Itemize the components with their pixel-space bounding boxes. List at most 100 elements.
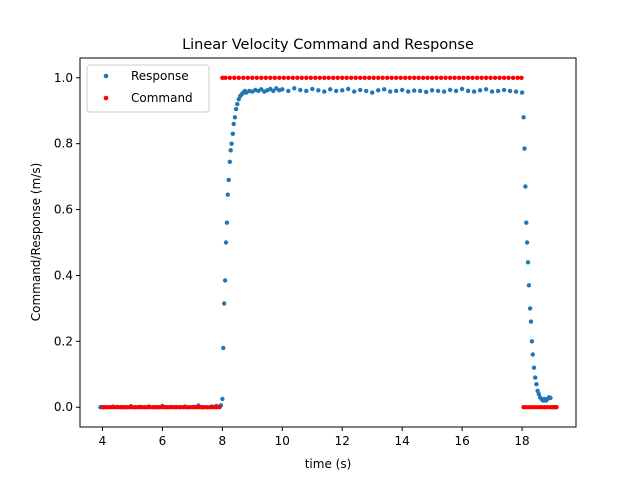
command-point	[281, 75, 286, 81]
command-point	[371, 75, 376, 81]
response-point	[233, 106, 239, 112]
response-point	[334, 88, 339, 94]
command-point	[286, 75, 291, 81]
command-point	[425, 75, 430, 81]
response-point	[459, 86, 465, 92]
response-point	[406, 89, 411, 94]
response-point	[424, 89, 429, 95]
legend-marker-response	[103, 73, 109, 79]
command-point	[304, 75, 309, 81]
response-point	[534, 382, 539, 387]
response-point	[447, 87, 453, 93]
response-point	[489, 89, 495, 94]
command-point	[326, 75, 331, 81]
response-point	[220, 396, 225, 402]
response-point	[477, 88, 483, 93]
command-point	[421, 75, 426, 81]
command-point	[488, 75, 493, 81]
x-tick-label: 16	[454, 434, 469, 448]
y-tick-label: 0.4	[54, 268, 73, 282]
response-point	[501, 87, 507, 93]
command-point	[277, 75, 282, 81]
response-point	[223, 240, 229, 245]
response-point	[483, 87, 489, 92]
response-point	[435, 88, 441, 94]
response-point	[286, 88, 291, 94]
command-point	[236, 75, 241, 81]
response-point	[388, 89, 393, 94]
response-point	[340, 88, 345, 93]
command-point	[250, 75, 255, 81]
command-point	[416, 75, 421, 81]
command-point	[385, 75, 390, 81]
command-point	[483, 75, 489, 81]
command-point	[313, 75, 318, 81]
command-point	[241, 75, 246, 81]
response-point	[259, 87, 264, 92]
x-axis-label: time (s)	[305, 457, 352, 471]
response-point	[524, 240, 530, 245]
x-tick-label: 4	[99, 434, 107, 448]
command-point	[245, 75, 250, 81]
command-point	[389, 75, 394, 81]
command-point	[515, 75, 520, 81]
response-point	[232, 115, 238, 120]
command-point	[465, 75, 471, 81]
command-point	[344, 75, 349, 81]
response-point	[224, 220, 230, 225]
command-point	[227, 75, 232, 81]
command-point	[263, 75, 268, 81]
response-point	[529, 339, 535, 344]
response-point	[310, 86, 315, 92]
command-point	[510, 75, 516, 81]
response-point	[271, 88, 276, 94]
response-point	[235, 101, 240, 107]
command-point	[254, 75, 259, 81]
response-point	[221, 345, 226, 351]
command-point	[479, 75, 484, 81]
command-point	[349, 75, 354, 81]
response-point	[531, 365, 537, 370]
x-tick-label: 18	[514, 434, 529, 448]
command-point	[429, 75, 435, 81]
y-tick-label: 0.8	[54, 137, 73, 151]
response-point	[352, 89, 357, 94]
response-point	[298, 87, 303, 93]
command-point	[506, 75, 511, 81]
plot-frame	[79, 57, 577, 428]
command-point	[519, 75, 524, 81]
command-point	[554, 405, 559, 410]
command-point	[295, 75, 300, 81]
response-point	[222, 278, 228, 283]
command-point	[398, 75, 403, 81]
command-point	[447, 75, 453, 81]
response-point	[528, 319, 534, 324]
series-command	[100, 75, 559, 410]
response-point	[304, 88, 309, 94]
response-point	[231, 121, 236, 127]
chart-title: Linear Velocity Command and Response	[182, 37, 474, 53]
command-point	[412, 75, 417, 81]
response-point	[465, 88, 471, 94]
command-point	[443, 75, 448, 81]
command-point	[268, 75, 273, 81]
x-tick-label: 10	[275, 434, 290, 448]
response-point	[228, 148, 233, 153]
response-point	[370, 90, 375, 95]
response-point	[358, 87, 363, 93]
response-point	[236, 97, 241, 102]
legend-marker-command	[103, 95, 109, 101]
response-point	[530, 352, 535, 357]
command-point	[362, 75, 367, 81]
response-point	[382, 87, 387, 92]
response-point	[525, 260, 531, 265]
response-point	[429, 88, 435, 93]
command-point	[452, 75, 457, 81]
legend-box	[86, 64, 210, 113]
response-point	[519, 90, 525, 95]
x-axis: 4 6 8 10 12 14 16 18	[99, 427, 530, 448]
command-point	[223, 75, 228, 81]
response-point	[364, 88, 369, 94]
response-point	[453, 88, 459, 94]
command-point	[407, 75, 412, 81]
